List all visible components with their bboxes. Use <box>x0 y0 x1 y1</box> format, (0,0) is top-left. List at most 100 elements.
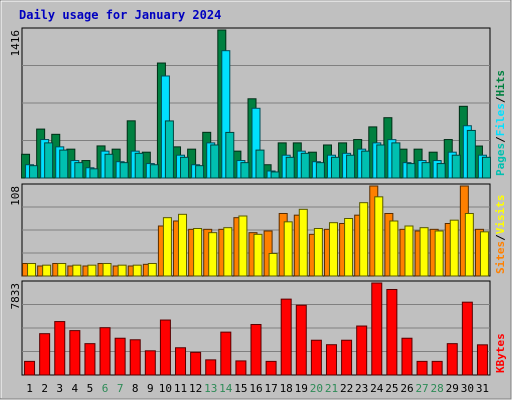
bar-sites-day-10 <box>162 217 172 277</box>
bar-kbytes-day-3 <box>54 321 66 376</box>
x-tick-label: 15 <box>234 382 247 395</box>
legend-item: / <box>494 136 507 143</box>
bar-kbytes-day-29 <box>446 343 458 376</box>
bar-kbytes-day-8 <box>129 339 141 376</box>
bar-kbytes-day-28 <box>431 360 443 376</box>
kbytes-panel: 7833 KBytes <box>9 280 507 376</box>
bar-pages-day-31 <box>481 156 491 179</box>
bar-pages-day-3 <box>59 149 69 179</box>
bar-sites-day-6 <box>102 263 112 277</box>
x-tick-label: 31 <box>476 382 489 395</box>
bar-kbytes-day-2 <box>39 333 51 376</box>
bar-sites-day-5 <box>87 264 97 277</box>
bar-kbytes-day-17 <box>265 360 277 376</box>
legend-item: Hits <box>494 70 507 97</box>
chart-title: Daily usage for January 2024 <box>19 8 221 22</box>
bar-kbytes-day-1 <box>24 360 36 376</box>
x-tick-label: 16 <box>249 382 262 395</box>
bar-kbytes-day-23 <box>356 325 368 376</box>
bar-sites-day-11 <box>178 213 188 277</box>
bar-pages-day-19 <box>300 152 310 179</box>
bar-kbytes-day-18 <box>280 298 292 376</box>
x-tick-label: 18 <box>280 382 293 395</box>
bar-pages-day-8 <box>134 152 144 179</box>
bar-kbytes-day-21 <box>325 344 337 376</box>
bar-kbytes-day-5 <box>84 343 96 376</box>
bar-pages-day-15 <box>240 162 250 179</box>
bar-sites-day-25 <box>389 220 399 277</box>
bar-pages-day-18 <box>285 156 295 179</box>
legend-item: / <box>494 234 507 241</box>
bar-kbytes-day-10 <box>159 319 171 376</box>
bar-pages-day-4 <box>74 162 84 179</box>
legend: Pages/Files/Hits <box>494 70 507 176</box>
y-max-label: 7833 <box>9 283 22 310</box>
bar-pages-day-28 <box>436 163 446 179</box>
bar-pages-day-25 <box>391 142 401 179</box>
bar-pages-day-7 <box>119 162 129 179</box>
bar-pages-day-12 <box>195 165 205 179</box>
legend-item: Files <box>494 103 507 136</box>
bar-sites-day-3 <box>57 263 67 277</box>
bar-pages-day-17 <box>270 171 280 179</box>
x-tick-label: 11 <box>174 382 187 395</box>
bar-pages-day-2 <box>44 142 54 179</box>
bar-sites-day-13 <box>208 232 218 277</box>
bar-pages-day-30 <box>466 129 476 179</box>
visits-sites-panel: 108 Sites/Visits <box>9 183 507 277</box>
bar-kbytes-day-7 <box>114 337 126 376</box>
bar-kbytes-day-27 <box>416 360 428 376</box>
bar-pages-day-1 <box>29 165 39 179</box>
bar-pages-day-23 <box>361 150 371 179</box>
x-tick-label: 28 <box>431 382 444 395</box>
bar-sites-day-23 <box>359 202 369 277</box>
bar-kbytes-day-14 <box>220 331 232 376</box>
bar-sites-day-21 <box>328 222 338 277</box>
bar-pages-day-20 <box>315 162 325 179</box>
bar-kbytes-day-13 <box>205 359 217 376</box>
x-tick-label: 25 <box>385 382 398 395</box>
x-tick-label: 13 <box>204 382 217 395</box>
bar-sites-day-20 <box>313 228 323 277</box>
bar-kbytes-day-6 <box>99 327 111 376</box>
x-tick-label: 19 <box>295 382 308 395</box>
legend-item: KBytes <box>494 333 507 373</box>
bar-sites-day-15 <box>238 215 248 277</box>
bar-sites-day-4 <box>72 264 82 277</box>
bar-sites-day-7 <box>117 264 127 277</box>
bar-sites-day-14 <box>223 227 233 277</box>
legend-item: Pages <box>494 143 507 176</box>
bar-kbytes-day-16 <box>250 323 262 376</box>
bar-sites-day-30 <box>464 213 474 277</box>
bar-sites-day-22 <box>344 218 354 277</box>
bar-pages-day-24 <box>376 144 386 179</box>
bar-pages-day-27 <box>421 162 431 179</box>
bar-sites-day-18 <box>283 221 293 277</box>
bar-pages-day-22 <box>346 154 356 179</box>
bar-kbytes-day-12 <box>190 351 202 376</box>
x-tick-label: 22 <box>340 382 353 395</box>
bar-pages-day-26 <box>406 163 416 179</box>
bar-pages-day-16 <box>255 149 265 179</box>
y-max-label: 108 <box>9 186 22 206</box>
bar-pages-day-14 <box>225 131 235 179</box>
bar-sites-day-19 <box>298 208 308 277</box>
bar-kbytes-day-25 <box>386 288 398 376</box>
x-tick-label: 29 <box>446 382 459 395</box>
x-tick-label: 30 <box>461 382 474 395</box>
x-tick-label: 3 <box>56 382 63 395</box>
bar-kbytes-day-15 <box>235 360 247 376</box>
bar-kbytes-day-24 <box>371 282 383 376</box>
bar-kbytes-day-30 <box>461 301 473 376</box>
x-tick-label: 10 <box>159 382 172 395</box>
bar-sites-day-31 <box>479 231 489 277</box>
x-tick-label: 1 <box>26 382 33 395</box>
x-tick-label: 24 <box>370 382 384 395</box>
bar-pages-day-11 <box>180 156 190 179</box>
bar-pages-day-6 <box>104 153 114 179</box>
bar-pages-day-21 <box>330 156 340 179</box>
bar-kbytes-day-26 <box>401 337 413 376</box>
bar-sites-day-17 <box>268 253 278 277</box>
x-tick-label: 20 <box>310 382 323 395</box>
